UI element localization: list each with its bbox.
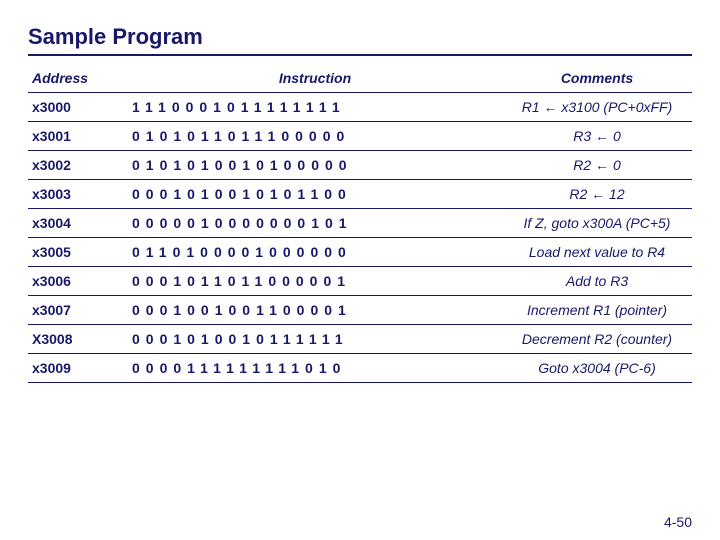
cell-comment: Decrement R2 (counter) [502,325,692,354]
cell-instruction: 0001001001100001 [128,296,502,325]
table-row: x3007 0001001001100001 Increment R1 (poi… [28,296,692,325]
cell-address: x3003 [28,180,128,209]
cell-instruction: 0001011011000001 [128,267,502,296]
cell-comment: R3 ← 0 [502,122,692,151]
table-row: x3006 0001011011000001 Add to R3 [28,267,692,296]
table-row: X3008 0001010010111111 Decrement R2 (cou… [28,325,692,354]
cell-instruction: 0001010010101100 [128,180,502,209]
cell-address: X3008 [28,325,128,354]
cell-address: x3009 [28,354,128,383]
table-row: x3003 0001010010101100 R2 ← 12 [28,180,692,209]
table-row: x3001 0101011011100000 R3 ← 0 [28,122,692,151]
cell-comment: Load next value to R4 [502,238,692,267]
cell-instruction: 0110100001000000 [128,238,502,267]
cell-address: x3007 [28,296,128,325]
table-row: x3009 0000111111111010 Goto x3004 (PC-6) [28,354,692,383]
cell-instruction: 0001010010111111 [128,325,502,354]
page-number: 4-50 [664,514,692,530]
table-row: x3004 0000010000000101 If Z, goto x300A … [28,209,692,238]
cell-address: x3004 [28,209,128,238]
col-header-comments: Comments [502,66,692,93]
cell-address: x3005 [28,238,128,267]
table-row: x3002 0101010010100000 R2 ← 0 [28,151,692,180]
table-row: x3000 1110001011111111 R1 ← x3100 (PC+0x… [28,93,692,122]
cell-comment: If Z, goto x300A (PC+5) [502,209,692,238]
cell-address: x3006 [28,267,128,296]
cell-comment: Goto x3004 (PC-6) [502,354,692,383]
cell-address: x3000 [28,93,128,122]
cell-address: x3001 [28,122,128,151]
col-header-instruction: Instruction [128,66,502,93]
cell-comment: R2 ← 0 [502,151,692,180]
cell-instruction: 1110001011111111 [128,93,502,122]
page-title: Sample Program [28,24,692,50]
cell-comment: R1 ← x3100 (PC+0xFF) [502,93,692,122]
col-header-address: Address [28,66,128,93]
cell-instruction: 0000010000000101 [128,209,502,238]
cell-instruction: 0000111111111010 [128,354,502,383]
cell-comment: R2 ← 12 [502,180,692,209]
cell-instruction: 0101010010100000 [128,151,502,180]
table-body: x3000 1110001011111111 R1 ← x3100 (PC+0x… [28,93,692,383]
slide-page: Sample Program Address Instruction Comme… [0,0,720,540]
cell-instruction: 0101011011100000 [128,122,502,151]
cell-comment: Increment R1 (pointer) [502,296,692,325]
cell-comment: Add to R3 [502,267,692,296]
program-table: Address Instruction Comments x3000 11100… [28,66,692,383]
table-row: x3005 0110100001000000 Load next value t… [28,238,692,267]
table-header-row: Address Instruction Comments [28,66,692,93]
cell-address: x3002 [28,151,128,180]
title-underline [28,54,692,56]
